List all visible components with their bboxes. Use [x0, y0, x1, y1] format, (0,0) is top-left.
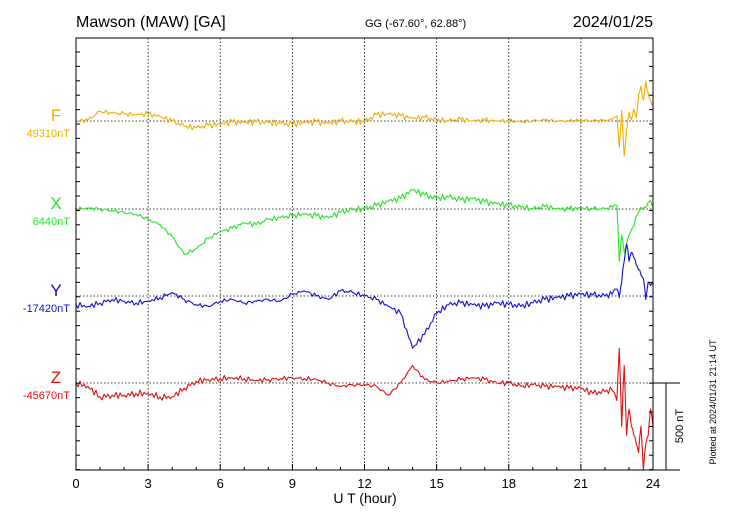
chart-date: 2024/01/25: [573, 14, 653, 31]
baseline-value-x: 6440nT: [33, 216, 71, 228]
xtick-label-18: 18: [502, 476, 516, 491]
plot-frame: [75, 37, 654, 471]
trace-z: [75, 347, 654, 471]
series-name-f: F: [51, 106, 61, 125]
trace-y: [75, 243, 654, 349]
xtick-label-15: 15: [429, 476, 443, 491]
station-title: Mawson (MAW) [GA]: [76, 14, 226, 31]
scale-bar-label: 500 nT: [674, 409, 686, 444]
series-name-y: Y: [50, 281, 61, 300]
series-name-x: X: [50, 194, 61, 213]
xtick-label-21: 21: [574, 476, 588, 491]
trace-f: [75, 80, 654, 157]
xtick-label-12: 12: [357, 476, 371, 491]
grid-lines: [147, 38, 582, 470]
x-axis-ticks: 0 3 6 9 12 15 18 21 24: [72, 51, 660, 491]
xtick-label-0: 0: [72, 476, 79, 491]
trace-x: [75, 188, 654, 262]
series-name-z: Z: [51, 368, 61, 387]
series-labels: F 49310nT X 6440nT Y -17420nT Z -45670nT: [23, 106, 70, 402]
xtick-label-24: 24: [646, 476, 660, 491]
plotted-timestamp: Plotted at 2024/01/31 21:14 UT: [708, 339, 718, 465]
xtick-label-3: 3: [145, 476, 152, 491]
station-coordinates: GG (-67.60°, 62.88°): [365, 18, 466, 30]
baseline-value-f: 49310nT: [27, 128, 71, 140]
baseline-value-z: -45670nT: [23, 390, 70, 402]
baseline-value-y: -17420nT: [23, 303, 70, 315]
scale-bar: 500 nT: [653, 382, 686, 471]
series-traces: [75, 80, 654, 471]
xtick-label-6: 6: [217, 476, 224, 491]
xaxis-label: U T (hour): [333, 490, 396, 506]
xtick-label-9: 9: [289, 476, 296, 491]
